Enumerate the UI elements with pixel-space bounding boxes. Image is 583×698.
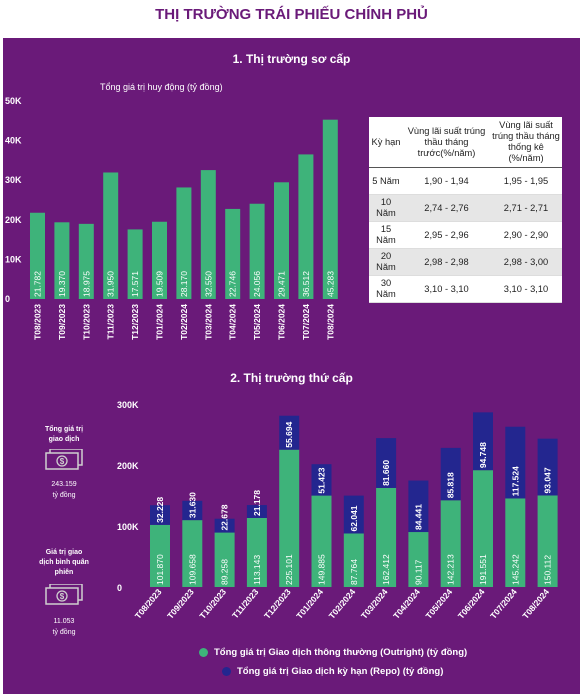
section2-title: 2. Thị trường thứ cấp (230, 371, 353, 385)
avg-trade-label: Giá trị giao dịch bình quân phiên (39, 549, 89, 576)
header-curr: Vùng lãi suất trúng thầu tháng thống kê … (490, 117, 562, 168)
svg-text:$: $ (60, 592, 65, 601)
row-curr: 2,71 - 2,71 (490, 194, 562, 222)
total-trade-unit: tỷ đồng (52, 492, 76, 499)
table-row: 20 Năm 2,98 - 2,98 2,98 - 3,00 (369, 248, 562, 276)
money-icon: $ (45, 449, 83, 470)
legend-item-repo: Tổng giá trị Giao dịch kỳ hạn (Repo) (tỷ… (222, 666, 443, 677)
row-prev: 2,98 - 2,98 (403, 248, 491, 276)
page-title: THỊ TRƯỜNG TRÁI PHIẾU CHÍNH PHỦ (155, 6, 428, 23)
legend-swatch-blue (222, 667, 231, 676)
total-trade-label: Tổng giá trị giao dịch (44, 426, 84, 443)
legend-label: Tổng giá trị Giao dịch kỳ hạn (Repo) (tỷ… (237, 666, 444, 677)
row-term: 15 Năm (369, 221, 403, 249)
row-curr: 2,90 - 2,90 (490, 221, 562, 249)
table-row: 30 Năm 3,10 - 3,10 3,10 - 3,10 (369, 275, 562, 303)
interest-rate-table: Kỳ hạn Vùng lãi suất trúng thầu tháng tr… (369, 117, 562, 303)
total-trade-value: 243.159 (51, 481, 77, 488)
table-row: 15 Năm 2,95 - 2,96 2,90 - 2,90 (369, 221, 562, 249)
avg-trade-value: 11.053 (53, 618, 75, 625)
row-curr: 1,95 - 1,95 (490, 167, 562, 195)
section1-title: 1. Thị trường sơ cấp (232, 52, 351, 66)
secondary-market-panel (3, 366, 580, 694)
header-prev: Vùng lãi suất trúng thầu tháng trước(%/n… (403, 117, 491, 168)
primary-chart-label: Tổng giá trị huy động (tỷ đồng) (100, 82, 223, 92)
row-term: 30 Năm (369, 275, 403, 303)
money-icon: $ (45, 584, 83, 605)
table-header-row: Kỳ hạn Vùng lãi suất trúng thầu tháng tr… (369, 117, 562, 168)
row-term: 20 Năm (369, 248, 403, 276)
row-curr: 3,10 - 3,10 (490, 275, 562, 303)
table-row: 10 Năm 2,74 - 2,76 2,71 - 2,71 (369, 194, 562, 222)
row-term: 10 Năm (369, 194, 403, 222)
legend-swatch-green (199, 648, 208, 657)
legend-item-outright: Tổng giá trị Giao dịch thông thường (Out… (199, 647, 467, 658)
row-prev: 1,90 - 1,94 (403, 167, 491, 195)
row-curr: 2,98 - 3,00 (490, 248, 562, 276)
header-term: Kỳ hạn (369, 117, 403, 168)
row-term: 5 Năm (369, 167, 403, 195)
svg-text:$: $ (60, 457, 65, 466)
row-prev: 3,10 - 3,10 (403, 275, 491, 303)
legend-label: Tổng giá trị Giao dịch thông thường (Out… (214, 647, 468, 658)
table-row: 5 Năm 1,90 - 1,94 1,95 - 1,95 (369, 167, 562, 195)
row-prev: 2,74 - 2,76 (403, 194, 491, 222)
row-prev: 2,95 - 2,96 (403, 221, 491, 249)
avg-trade-unit: tỷ đồng (52, 629, 76, 636)
